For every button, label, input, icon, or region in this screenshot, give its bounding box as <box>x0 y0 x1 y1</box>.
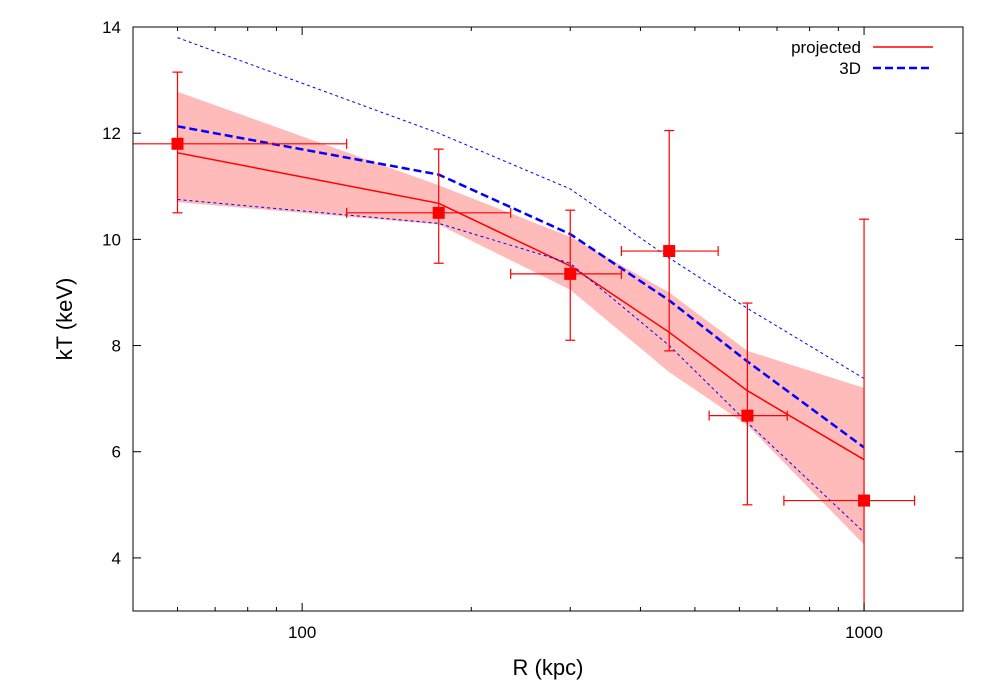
3d-line <box>177 125 865 449</box>
data-point-4 <box>620 129 719 352</box>
legend-label: projected <box>791 38 861 57</box>
y-tick-label: 14 <box>102 18 121 37</box>
x-axis-title: R (kpc) <box>513 655 584 680</box>
y-tick-label: 8 <box>112 337 121 356</box>
legend-label: 3D <box>839 59 861 78</box>
y-tick-label: 4 <box>112 549 121 568</box>
3d-lower-bound-line <box>177 199 865 533</box>
legend: projected 3D <box>791 38 933 78</box>
data-point-5 <box>708 302 788 506</box>
data-marker <box>564 267 577 280</box>
data-point-6 <box>783 218 916 611</box>
data-point-1 <box>133 71 348 214</box>
y-axis-title: kT (keV) <box>52 278 77 361</box>
data-marker <box>432 206 445 219</box>
data-marker <box>741 409 754 422</box>
x-tick-label: 100 <box>288 623 316 642</box>
data-marker <box>858 494 871 507</box>
data-point-2 <box>346 148 512 264</box>
plot-frame <box>132 26 964 612</box>
projected-line <box>177 152 865 461</box>
x-tick-label: 1000 <box>845 623 883 642</box>
y-tick-label: 10 <box>102 230 121 249</box>
confidence-band <box>177 91 865 545</box>
y-tick-label: 12 <box>102 124 121 143</box>
data-marker <box>663 245 676 258</box>
y-tick-label: 6 <box>112 443 121 462</box>
3d-upper-bound-line <box>177 37 865 379</box>
data-marker <box>171 137 184 150</box>
data-point-3 <box>510 209 623 341</box>
